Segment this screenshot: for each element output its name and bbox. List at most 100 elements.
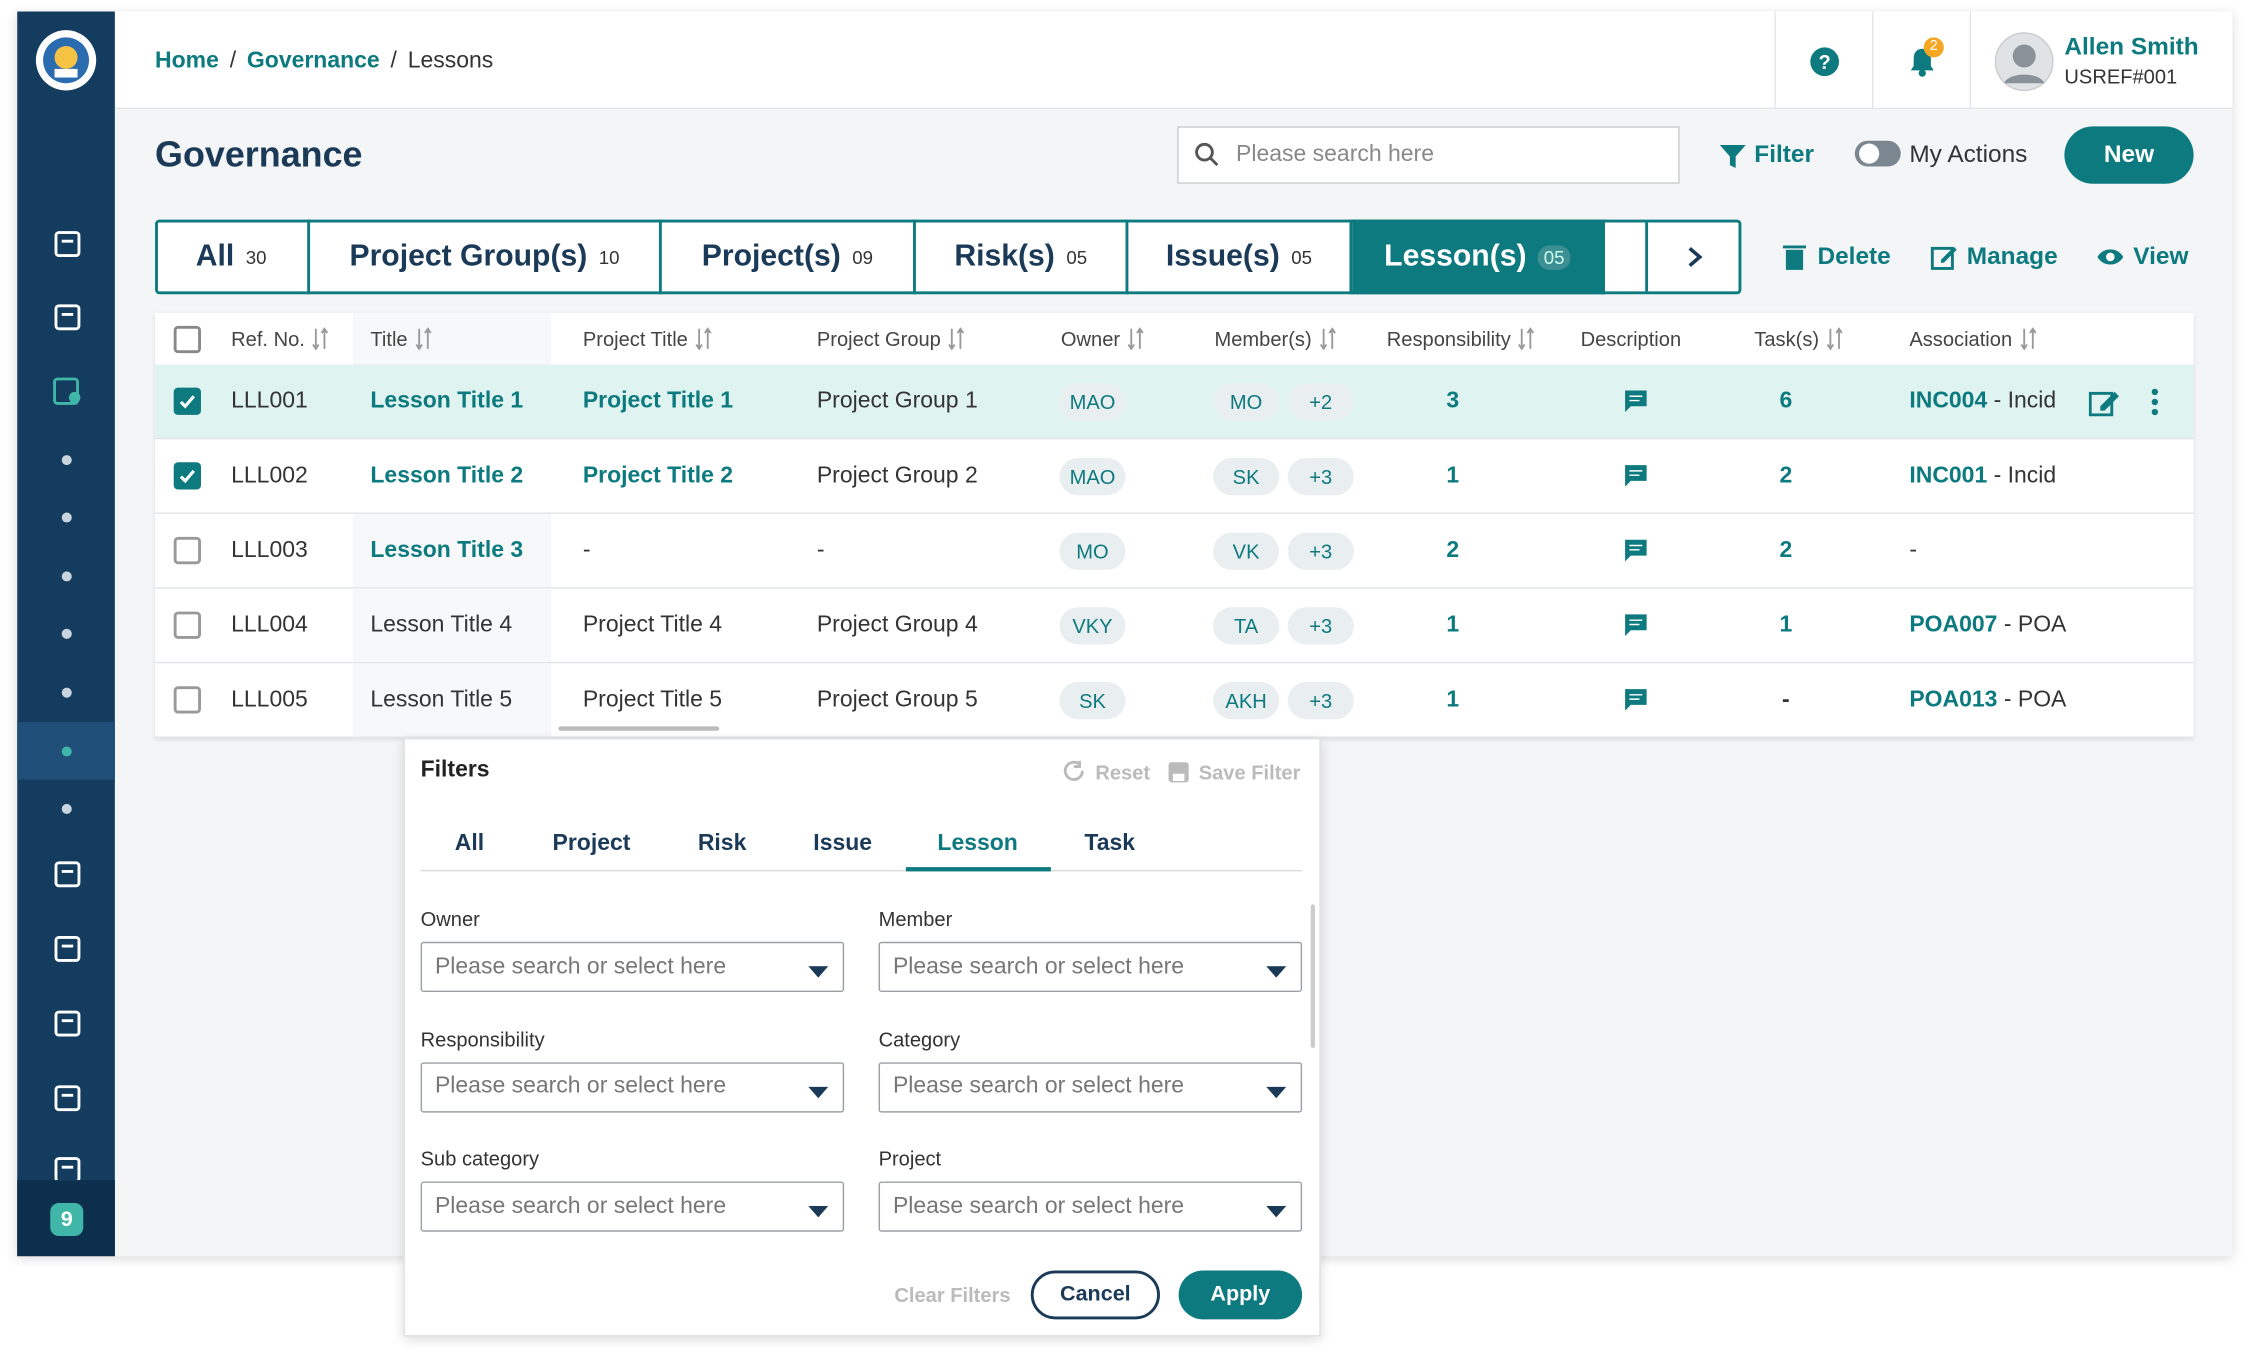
lesson-title[interactable]: Lesson Title 3 [370, 538, 524, 563]
sort-icon[interactable] [1127, 327, 1144, 351]
sidebar-icon[interactable] [52, 933, 84, 965]
sidebar-dot[interactable] [61, 746, 72, 757]
action-button[interactable]: Delete [1817, 242, 1891, 270]
table-row[interactable] [155, 589, 2194, 664]
lesson-title[interactable]: Lesson Title 1 [370, 389, 524, 414]
new-button[interactable]: New [2064, 126, 2194, 184]
sort-icon[interactable] [1319, 327, 1336, 351]
checkbox[interactable] [173, 325, 201, 354]
tab[interactable]: Risk(s) 05 [916, 219, 1129, 295]
filter-tab[interactable]: Project [552, 831, 631, 856]
breadcrumb[interactable]: Home [155, 48, 219, 74]
sort-icon[interactable] [2020, 327, 2037, 351]
sort-icon[interactable] [695, 327, 712, 351]
association-code[interactable]: POA007 [1909, 613, 1998, 638]
apply-button[interactable]: Apply [1178, 1270, 1303, 1320]
edit-icon[interactable] [2088, 388, 2121, 417]
row-checkbox[interactable] [173, 686, 201, 714]
association-code[interactable]: INC001 [1909, 463, 1988, 489]
sidebar-icon[interactable] [52, 301, 84, 333]
table-row[interactable] [155, 364, 2194, 440]
action-icon[interactable] [1780, 243, 1809, 272]
cancel-button[interactable]: Cancel [1030, 1270, 1160, 1320]
filter-tab[interactable]: Lesson [937, 831, 1018, 856]
description-icon[interactable] [1624, 538, 1648, 562]
filter-tab[interactable]: Task [1084, 831, 1136, 856]
breadcrumb[interactable]: Governance [246, 48, 380, 74]
action-icon[interactable] [2096, 243, 2125, 272]
save-filter-button[interactable]: Save Filter [1198, 760, 1301, 784]
description-icon[interactable] [1624, 389, 1648, 413]
action-icon[interactable] [1929, 243, 1958, 272]
column-header[interactable]: Project Title [582, 327, 688, 351]
sort-icon[interactable] [1517, 327, 1534, 351]
filter-tab[interactable]: Issue [813, 831, 873, 856]
filter-button[interactable]: Filter [1754, 140, 1814, 168]
sidebar-dot[interactable] [61, 512, 72, 523]
sort-icon[interactable] [1826, 327, 1843, 351]
tab-next[interactable] [1680, 243, 1709, 272]
association-code[interactable]: INC004 [1909, 389, 1988, 414]
column-header[interactable]: Ref. No. [231, 327, 305, 351]
select-box[interactable] [878, 1061, 1303, 1112]
select-box[interactable] [878, 941, 1303, 992]
column-header[interactable]: Task(s) [1754, 327, 1820, 351]
sidebar-icon[interactable] [52, 228, 84, 260]
tab[interactable]: Lesson(s) 05 [1352, 219, 1606, 295]
sidebar-icon[interactable] [52, 1008, 84, 1040]
sidebar-icon[interactable] [52, 858, 84, 890]
select-box[interactable] [420, 1181, 845, 1232]
reset-button[interactable]: Reset [1095, 760, 1151, 784]
row-checkbox[interactable] [173, 462, 201, 490]
project-title[interactable]: Project Title 2 [582, 463, 734, 489]
sidebar-dot[interactable] [61, 628, 72, 639]
help-icon[interactable]: ? [1809, 46, 1841, 78]
association-code[interactable]: POA013 [1909, 687, 1998, 713]
description-icon[interactable] [1624, 613, 1648, 637]
table-row[interactable] [155, 439, 2194, 514]
sidebar-dot[interactable] [61, 455, 72, 466]
column-header[interactable]: Owner [1060, 327, 1121, 351]
sidebar-icon[interactable] [52, 1082, 84, 1114]
description-icon[interactable] [1624, 464, 1648, 488]
table-row[interactable] [155, 514, 2194, 589]
column-header[interactable]: Project Group [816, 327, 941, 351]
tab[interactable]: Issue(s) 05 [1128, 219, 1353, 295]
action-button[interactable]: Manage [1966, 242, 2058, 270]
row-checkbox[interactable] [173, 536, 201, 565]
member-extra-chip: +2 [1287, 383, 1354, 421]
avatar[interactable] [1994, 32, 2054, 92]
sidebar-icon[interactable] [52, 375, 84, 407]
column-header[interactable]: Member(s) [1214, 327, 1312, 351]
icon-part [2100, 391, 2119, 411]
description-icon[interactable] [1624, 688, 1648, 712]
select-box[interactable] [420, 941, 845, 992]
tab[interactable]: Project(s) 09 [662, 219, 916, 295]
filter-tab[interactable]: All [454, 831, 485, 856]
clear-filters-button[interactable]: Clear Filters [894, 1283, 1011, 1307]
project-title[interactable]: Project Title 1 [582, 389, 734, 414]
select-box[interactable] [878, 1181, 1303, 1232]
filter-icon[interactable] [1718, 142, 1747, 171]
select-box[interactable] [420, 1061, 845, 1112]
filter-tab[interactable]: Risk [697, 831, 747, 856]
sidebar-dot[interactable] [61, 687, 72, 698]
column-header[interactable]: Responsibility [1386, 327, 1511, 351]
column-header[interactable]: Association [1909, 327, 2013, 351]
row-checkbox[interactable] [173, 387, 201, 415]
column-header[interactable]: Title [370, 327, 408, 351]
tab[interactable]: Project Group(s) 10 [310, 219, 662, 295]
sort-icon[interactable] [312, 327, 329, 351]
sidebar-dot[interactable] [61, 803, 72, 814]
sort-icon[interactable] [415, 327, 432, 351]
search-box[interactable] [1177, 126, 1680, 184]
lesson-title[interactable]: Lesson Title 2 [370, 463, 524, 489]
action-button[interactable]: View [2133, 242, 2189, 270]
sidebar-dot[interactable] [61, 571, 72, 582]
sort-icon[interactable] [947, 327, 965, 351]
row-checkbox[interactable] [173, 611, 201, 639]
more-icon[interactable] [2148, 388, 2162, 417]
table-row[interactable] [155, 663, 2194, 738]
tab[interactable]: All 30 [155, 219, 311, 295]
